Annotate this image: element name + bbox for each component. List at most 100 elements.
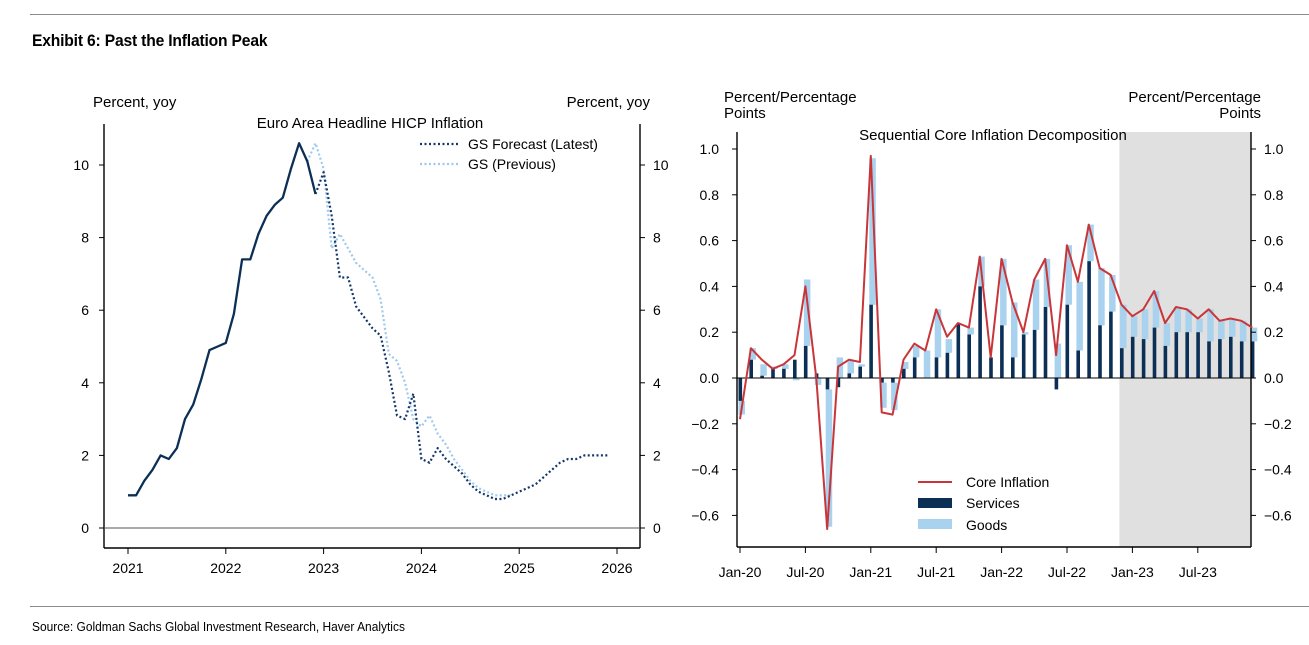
goods-bar xyxy=(934,309,942,358)
services-bar xyxy=(1163,345,1168,378)
services-bar xyxy=(1218,339,1222,378)
goods-bar xyxy=(1098,268,1105,326)
x-tick-label: Jan-20 xyxy=(719,564,762,580)
goods-bar xyxy=(1196,318,1203,333)
legend: GS Forecast (Latest) GS (Previous) xyxy=(420,136,598,172)
y-tick-label-left: 0.8 xyxy=(700,187,720,203)
x-tick-label: 2021 xyxy=(112,560,143,576)
y-tick-label-left: −0.2 xyxy=(691,416,719,432)
y-tick-label-right: 0.4 xyxy=(1264,278,1284,294)
goods-bar xyxy=(782,364,789,369)
goods-bar xyxy=(1163,323,1171,346)
legend-label-previous: GS (Previous) xyxy=(468,156,556,172)
goods-bar xyxy=(1185,309,1192,333)
x-tick-label: 2022 xyxy=(210,560,241,576)
y-tick-label-left: 8 xyxy=(81,230,89,246)
chart-title: Sequential Core Inflation Decomposition xyxy=(859,127,1127,144)
left-axis-unit-label: Percent/Percentage Points xyxy=(724,89,857,122)
goods-bar xyxy=(1250,327,1258,342)
goods-bar xyxy=(891,382,898,411)
goods-bar xyxy=(814,378,822,385)
services-bar xyxy=(869,304,873,378)
bottom-rule xyxy=(30,606,1309,607)
services-bar xyxy=(945,352,950,378)
y-tick-label-left: 0.6 xyxy=(700,233,720,249)
legend: Core Inflation Services Goods xyxy=(918,474,1049,533)
right-axis-unit-label: Percent, yoy xyxy=(567,94,651,111)
services-bar xyxy=(1109,311,1113,378)
y-tick-label-left: 10 xyxy=(73,157,89,173)
source-note: Source: Goldman Sachs Global Investment … xyxy=(32,619,405,634)
services-bar xyxy=(738,378,743,401)
goods-bar xyxy=(858,364,865,367)
goods-bar xyxy=(1021,332,1029,335)
goods-bar xyxy=(1120,304,1127,349)
services-bar xyxy=(956,323,961,378)
services-bar xyxy=(989,357,993,378)
legend-label-goods: Goods xyxy=(966,517,1007,533)
goods-bar xyxy=(847,359,854,374)
services-bar xyxy=(836,378,841,388)
x-tick-label: Jul-23 xyxy=(1179,564,1217,580)
services-bar xyxy=(793,359,797,378)
y-tick-label-right: 0.2 xyxy=(1264,324,1284,340)
goods-bar xyxy=(1076,281,1083,351)
y-tick-label-right: 8 xyxy=(653,230,661,246)
top-rule xyxy=(30,14,1309,15)
y-tick-label-left: 0 xyxy=(81,520,89,536)
y-tick-label-left: −0.4 xyxy=(691,462,719,478)
goods-bar xyxy=(902,362,909,369)
y-tick-label-left: 6 xyxy=(81,302,89,318)
y-tick-label-left: 1.0 xyxy=(700,141,720,157)
services-bar xyxy=(1239,341,1244,378)
services-bar xyxy=(1032,329,1037,378)
goods-bar xyxy=(1032,279,1040,330)
core-decomposition-chart: −0.6 −0.6 −0.4 −0.4 −0.2 −0.2 0.0 0.0 0.2 0.2 0.4 0… xyxy=(691,89,1292,580)
services-bar xyxy=(1021,334,1026,378)
services-bar xyxy=(1087,261,1091,378)
goods-bar xyxy=(1141,309,1149,340)
goods-bar xyxy=(760,364,767,376)
goods-bar xyxy=(1065,245,1072,305)
x-tick-label: 2026 xyxy=(601,560,632,576)
goods-bar xyxy=(803,279,811,346)
goods-bar xyxy=(1174,307,1181,333)
y-tick-label-right: 1.0 xyxy=(1264,141,1284,157)
goods-bar xyxy=(1000,258,1007,326)
goods-bar xyxy=(1229,318,1236,337)
y-tick-label-right: −0.2 xyxy=(1264,416,1292,432)
services-bar xyxy=(1054,378,1059,390)
services-bar xyxy=(1000,325,1004,378)
y-tick-label-left: −0.6 xyxy=(691,507,719,523)
services-bar xyxy=(782,368,786,378)
hicp-line-chart: Percent, yoy Percent, yoy Euro Area Head… xyxy=(73,94,669,576)
goods-bar xyxy=(967,327,974,335)
core-inflation-line xyxy=(739,154,1253,531)
services-bar xyxy=(1152,327,1157,378)
goods-bar xyxy=(1011,302,1018,358)
goods-bar xyxy=(836,357,844,378)
goods-bar xyxy=(869,158,876,305)
goods-bar xyxy=(923,350,931,378)
goods-bar xyxy=(1218,320,1225,340)
x-tick-label: Jul-22 xyxy=(1048,564,1086,580)
goods-bar xyxy=(749,348,756,360)
services-bar xyxy=(847,373,852,378)
x-tick-label: 2024 xyxy=(406,560,437,576)
services-bar xyxy=(967,334,971,378)
y-tick-label-right: 0.6 xyxy=(1264,233,1284,249)
x-tick-label: Jan-23 xyxy=(1111,564,1154,580)
y-tick-label-left: 0.2 xyxy=(700,324,720,340)
gs-previous-line xyxy=(306,142,512,497)
y-tick-label-right: 10 xyxy=(653,157,669,173)
services-bar xyxy=(858,366,862,378)
goods-bar xyxy=(1239,320,1247,342)
y-tick-label-left: 0.4 xyxy=(700,278,720,294)
services-bar xyxy=(749,359,753,378)
services-bar xyxy=(978,286,982,378)
right-axis-unit-label: Percent/Percentage Points xyxy=(1128,89,1261,122)
y-tick-label-left: 0.0 xyxy=(700,370,720,386)
y-tick-label-right: −0.6 xyxy=(1264,507,1292,523)
services-bar xyxy=(1185,332,1189,378)
services-bar xyxy=(1011,357,1015,378)
